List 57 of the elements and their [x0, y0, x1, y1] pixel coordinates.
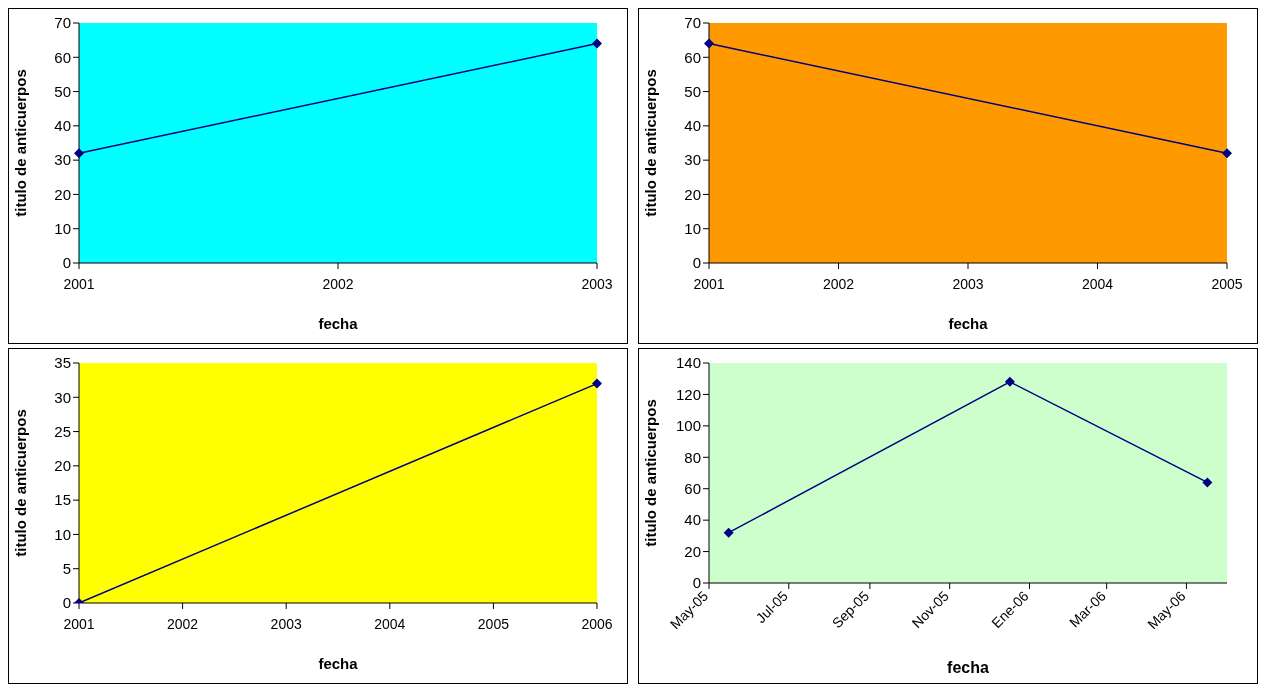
- y-tick-label: 35: [54, 354, 71, 372]
- y-axis-title: titulo de anticuerpos: [12, 69, 30, 217]
- y-tick-label: 0: [692, 254, 701, 272]
- y-tick-label: 60: [684, 48, 701, 66]
- x-tick-label: 2005: [1211, 275, 1243, 292]
- x-tick-label: 2004: [1081, 275, 1114, 292]
- y-tick-label: 0: [692, 574, 701, 592]
- x-axis-title: fecha: [947, 659, 989, 676]
- x-tick-label: 2002: [822, 275, 855, 292]
- y-tick-label: 40: [684, 117, 701, 135]
- x-tick-label: 2004: [374, 615, 406, 632]
- x-tick-label: 2001: [63, 275, 95, 292]
- y-tick-label: 140: [675, 354, 701, 372]
- y-axis-title: titulo de anticuerpos: [12, 409, 30, 557]
- x-tick-label: 2003: [952, 275, 984, 292]
- x-tick-label: 2002: [322, 275, 354, 292]
- x-tick-label: 2005: [477, 615, 510, 632]
- y-tick-label: 0: [62, 254, 71, 272]
- point: [723, 527, 734, 538]
- y-tick-label: 60: [54, 48, 71, 66]
- y-tick-label: 60: [684, 480, 701, 498]
- y-tick-label: 30: [684, 151, 701, 169]
- y-tick-label: 100: [675, 417, 701, 435]
- y-tick-label: 80: [684, 448, 701, 466]
- point: [1202, 477, 1213, 488]
- y-axis-title: titulo de anticuerpos: [642, 69, 660, 217]
- x-axis-title: fecha: [948, 315, 989, 332]
- y-tick-label: 15: [54, 491, 71, 509]
- y-tick-label: 20: [684, 542, 701, 560]
- y-axis-title: titulo de anticuerpos: [642, 399, 660, 547]
- y-tick-label: 50: [54, 82, 71, 100]
- y-tick-label: 120: [675, 385, 701, 403]
- point: [1004, 376, 1015, 387]
- x-tick-label: 2006: [581, 615, 613, 632]
- y-tick-label: 20: [54, 457, 71, 475]
- x-axis-title: fecha: [318, 315, 359, 332]
- x-tick-label: 2001: [63, 615, 95, 632]
- y-tick-label: 30: [54, 151, 71, 169]
- y-tick-label: 70: [54, 14, 71, 32]
- x-axis-title: fecha: [318, 655, 359, 672]
- x-tick-label: 2003: [270, 615, 302, 632]
- y-tick-label: 70: [684, 14, 701, 32]
- y-tick-label: 10: [54, 525, 71, 543]
- y-tick-label: 20: [54, 185, 71, 203]
- x-tick-label: 2003: [581, 275, 613, 292]
- x-tick-label: 2002: [167, 615, 199, 632]
- y-tick-label: 40: [684, 511, 701, 529]
- y-tick-label: 50: [684, 82, 701, 100]
- y-tick-label: 10: [54, 220, 71, 238]
- y-tick-label: 20: [684, 185, 701, 203]
- y-tick-label: 10: [684, 220, 701, 238]
- y-tick-label: 0: [62, 594, 71, 612]
- y-tick-label: 5: [62, 560, 71, 578]
- y-tick-label: 30: [54, 388, 71, 406]
- y-tick-label: 25: [54, 422, 71, 440]
- x-tick-label: 2001: [693, 275, 725, 292]
- y-tick-label: 40: [54, 117, 71, 135]
